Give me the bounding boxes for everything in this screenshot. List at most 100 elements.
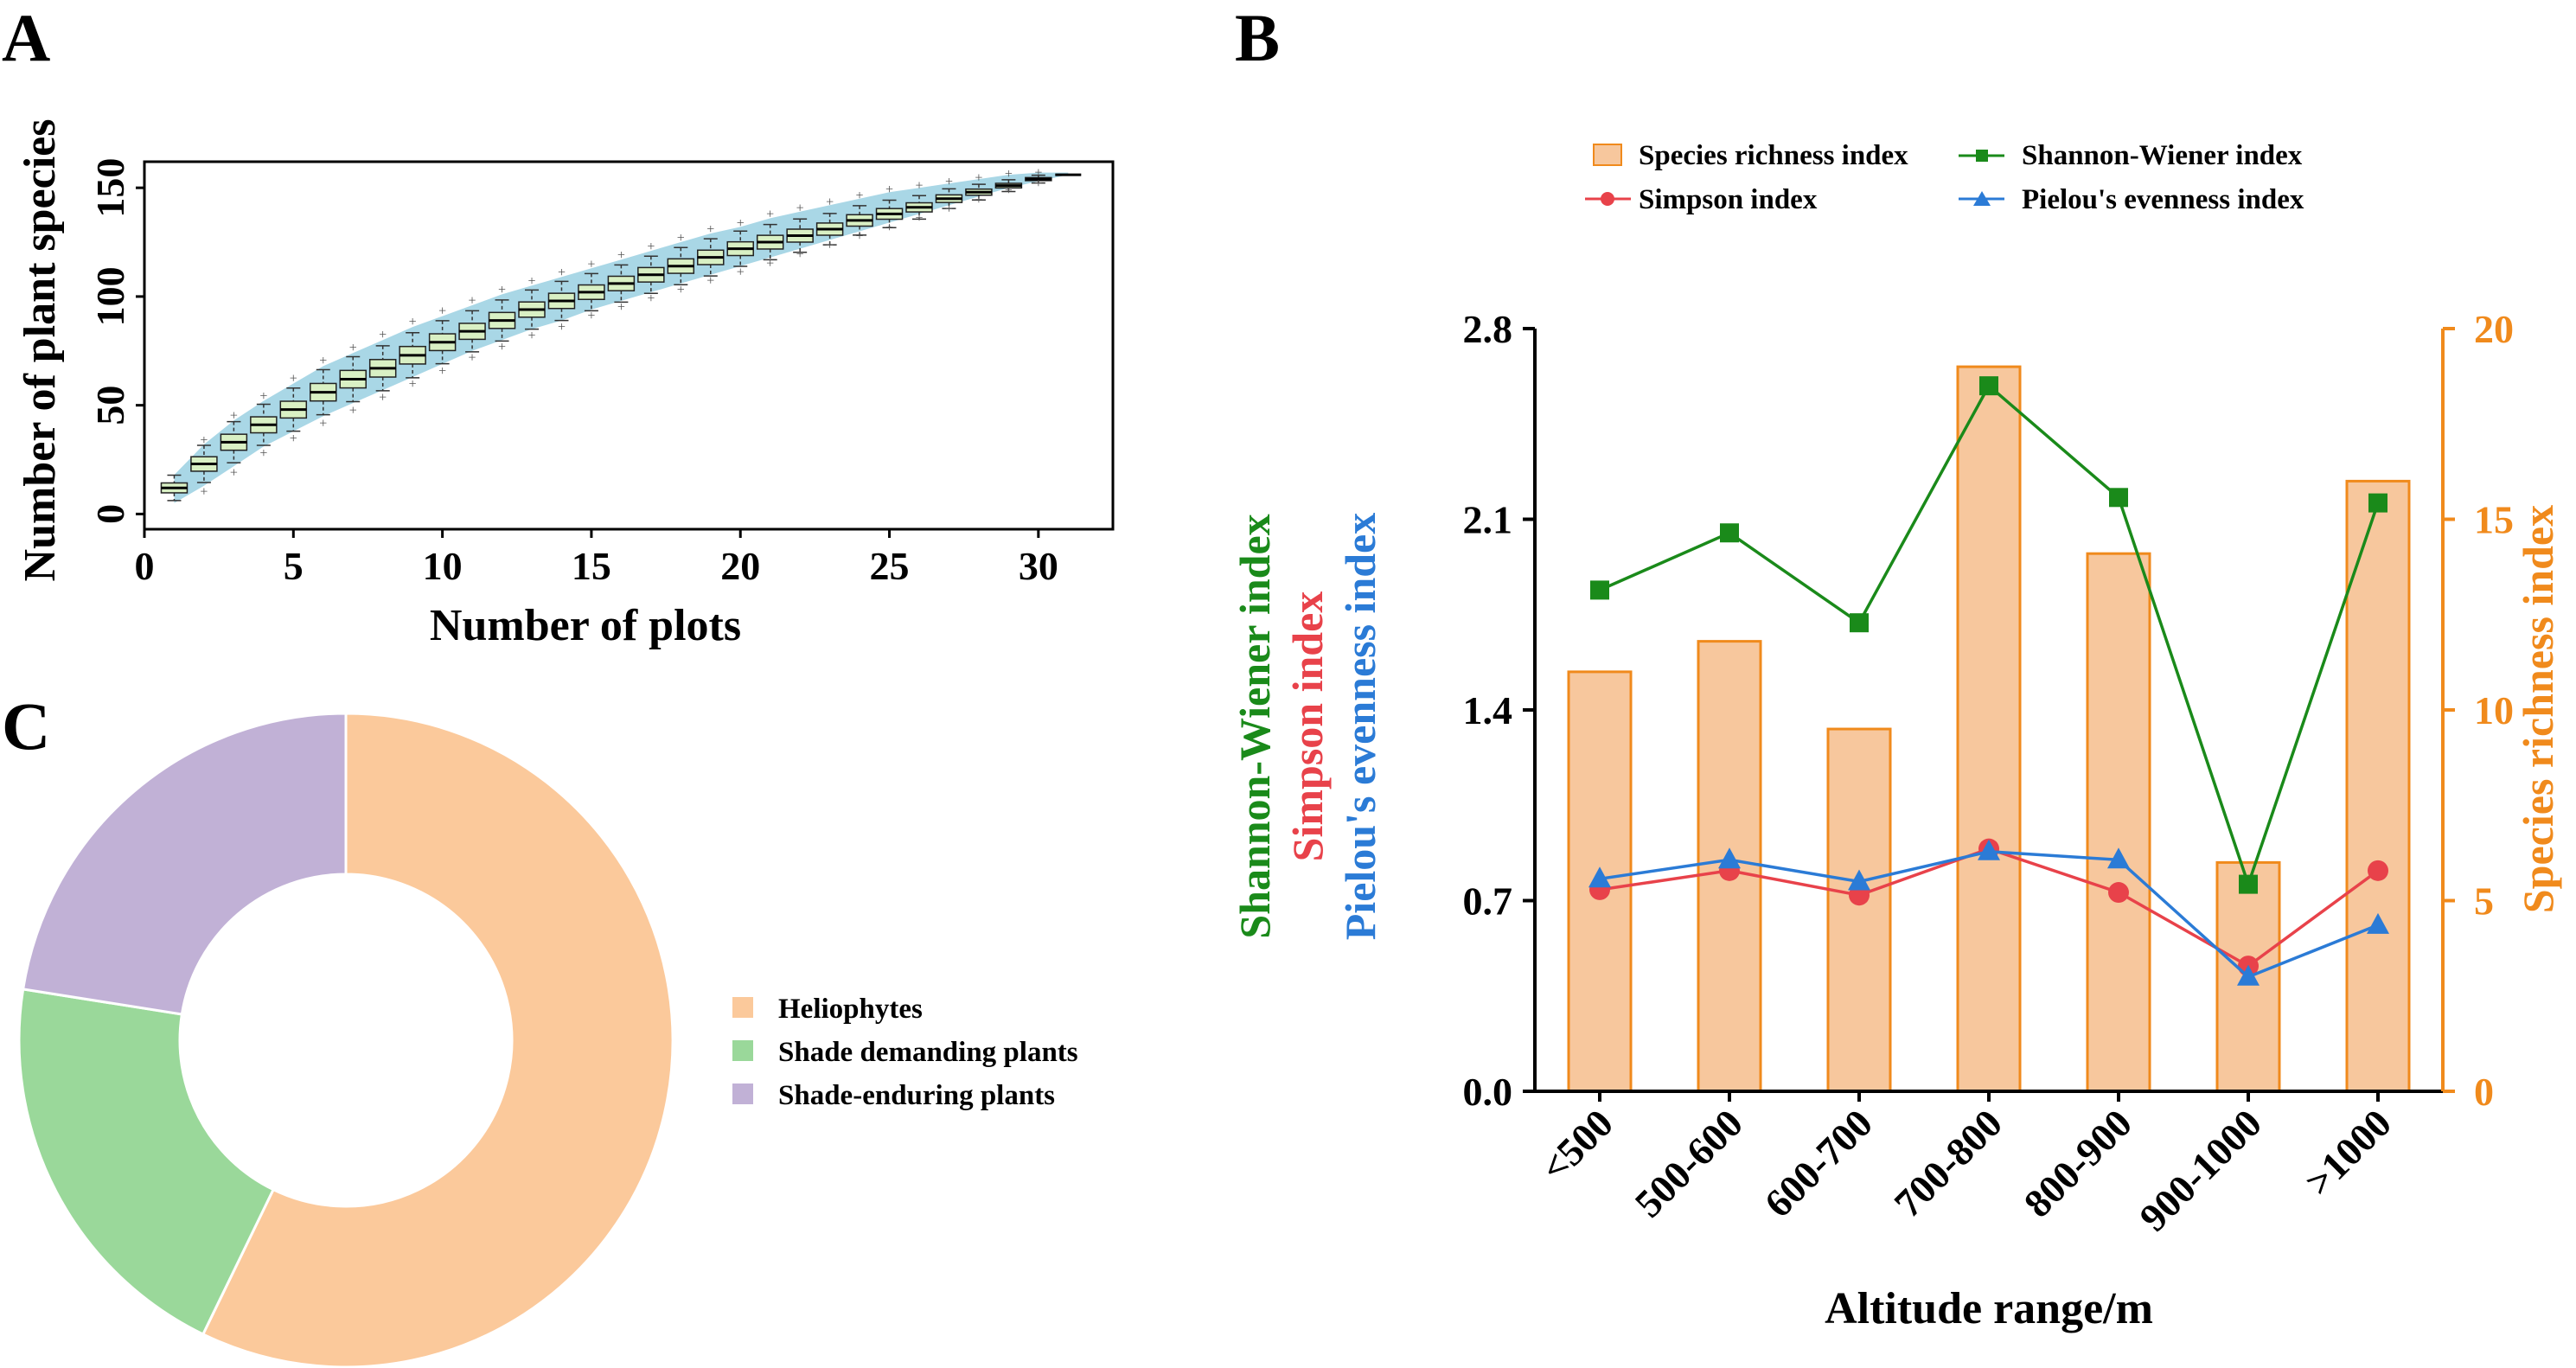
legend-item-pielou: Pielou's evenness index xyxy=(1959,184,2304,215)
outlier-marker: + xyxy=(706,222,714,237)
outlier-marker: + xyxy=(1034,176,1042,191)
outlier-marker: + xyxy=(438,304,446,319)
x-tick-label: 900-1000 xyxy=(2131,1101,2270,1240)
line-group xyxy=(1588,376,2389,986)
outlier-marker: + xyxy=(796,247,804,262)
panel-label-b: B xyxy=(1235,0,1280,75)
x-tick-label: 700-800 xyxy=(1886,1101,2010,1225)
box-22: ++ xyxy=(786,201,814,262)
outlier-marker: + xyxy=(975,193,982,208)
left-tick-label: 1.4 xyxy=(1463,688,1513,732)
outlier-marker: + xyxy=(349,403,357,418)
outlier-marker: + xyxy=(1034,165,1042,180)
series-shannon-wiener xyxy=(1590,376,2387,894)
bar-3 xyxy=(1826,727,1892,1093)
box-26: ++ xyxy=(905,178,933,226)
x-axis-title: Number of plots xyxy=(430,601,741,650)
box-17: ++ xyxy=(637,240,665,306)
y-tick-label: 50 xyxy=(88,386,132,425)
outlier-marker: + xyxy=(230,409,238,424)
panel-c-donut-chart: Heliophytes Shade demanding plants Shade-e… xyxy=(17,712,1078,1368)
point-shannon-wiener xyxy=(1979,376,1998,396)
box-9: ++ xyxy=(399,315,426,392)
box-4: ++ xyxy=(250,389,278,461)
box-21: ++ xyxy=(756,208,784,271)
box-23: ++ xyxy=(815,195,844,253)
legend-label-richness: Species richness index xyxy=(1639,140,1908,171)
outlier-marker: + xyxy=(409,315,417,329)
box-27: ++ xyxy=(935,175,963,216)
outlier-marker: + xyxy=(617,300,625,315)
outlier-marker: + xyxy=(945,175,953,189)
legend-label-pielou: Pielou's evenness index xyxy=(2022,184,2304,215)
box-6: ++ xyxy=(310,354,337,431)
legend: Heliophytes Shade demanding plants Shade-e… xyxy=(732,994,1078,1111)
x-tick-label: 0 xyxy=(135,544,155,588)
point-pielou xyxy=(1588,866,1611,888)
box-7: ++ xyxy=(339,341,367,418)
slice-heliophytes xyxy=(201,712,674,1368)
outlier-marker: + xyxy=(379,328,387,342)
outlier-marker: + xyxy=(856,229,864,244)
outlier-marker: + xyxy=(796,201,804,215)
outlier-marker: + xyxy=(498,283,506,297)
legend-marker-pielou xyxy=(1973,191,1991,206)
y-axis-title-simpson: Simpson index xyxy=(1283,591,1332,862)
x-tick-label: 600-700 xyxy=(1756,1101,1881,1225)
panel-b-diversity-chart: Species richness index Shannon-Wiener in… xyxy=(1230,140,2562,1333)
left-tick-label: 0.0 xyxy=(1463,1070,1513,1114)
outlier-marker: + xyxy=(290,372,297,387)
outlier-marker: + xyxy=(230,466,238,481)
point-pielou xyxy=(2367,912,2389,934)
bar-group xyxy=(1567,365,2411,1093)
legend: Species richness index Shannon-Wiener in… xyxy=(1585,140,2304,215)
outlier-marker: + xyxy=(945,201,953,216)
outlier-marker: + xyxy=(766,208,774,222)
point-shannon-wiener xyxy=(1850,613,1869,633)
box-24: ++ xyxy=(846,189,873,244)
outlier-marker: + xyxy=(737,265,745,279)
box-13: ++ xyxy=(518,274,546,343)
x-tick-label: 500-600 xyxy=(1627,1101,1751,1225)
outlier-marker: + xyxy=(200,433,208,448)
y-tick-label: 150 xyxy=(88,158,132,218)
y-tick-label: 100 xyxy=(88,266,132,326)
point-pielou xyxy=(1978,839,2000,860)
x-axis-title: Altitude range/m xyxy=(1825,1284,2153,1333)
outlier-marker: + xyxy=(856,189,864,203)
outlier-marker: + xyxy=(677,231,685,246)
point-simpson xyxy=(2108,882,2129,904)
legend-label-heliophytes: Heliophytes xyxy=(778,994,923,1025)
outlier-marker: + xyxy=(319,354,327,368)
outlier-marker: + xyxy=(915,211,923,226)
outlier-marker: + xyxy=(259,389,267,404)
outlier-marker: + xyxy=(975,171,982,186)
left-tick-label: 2.8 xyxy=(1463,307,1513,351)
right-tick-label: 15 xyxy=(2474,498,2514,542)
legend-swatch-richness xyxy=(1593,144,1622,166)
box-group: ++++++++++++++++++++++++++++++++++++++++… xyxy=(160,165,1082,502)
outlier-marker: + xyxy=(617,248,625,263)
point-shannon-wiener xyxy=(2368,493,2387,513)
outlier-marker: + xyxy=(766,256,774,271)
x-tick-label: 25 xyxy=(870,544,910,588)
x-tick-label: 20 xyxy=(720,544,760,588)
box-29: ++ xyxy=(994,167,1023,198)
point-shannon-wiener xyxy=(2109,488,2128,508)
legend-marker-simpson xyxy=(1601,192,1614,206)
right-tick-label: 10 xyxy=(2474,688,2514,732)
outlier-marker: + xyxy=(1005,183,1013,198)
point-pielou xyxy=(2107,847,2130,869)
legend-label-shade-demanding-plants: Shade demanding plants xyxy=(778,1037,1078,1068)
outlier-marker: + xyxy=(527,329,535,343)
outlier-marker: + xyxy=(469,350,476,365)
outlier-marker: + xyxy=(1005,167,1013,182)
box-25: ++ xyxy=(875,182,904,235)
box-14: ++ xyxy=(547,265,576,335)
box-16: ++ xyxy=(607,248,636,315)
point-pielou xyxy=(1718,847,1741,869)
outlier-marker: + xyxy=(379,390,387,405)
outlier-marker: + xyxy=(885,182,893,197)
y-axis-title: Number of plant species xyxy=(16,119,65,582)
